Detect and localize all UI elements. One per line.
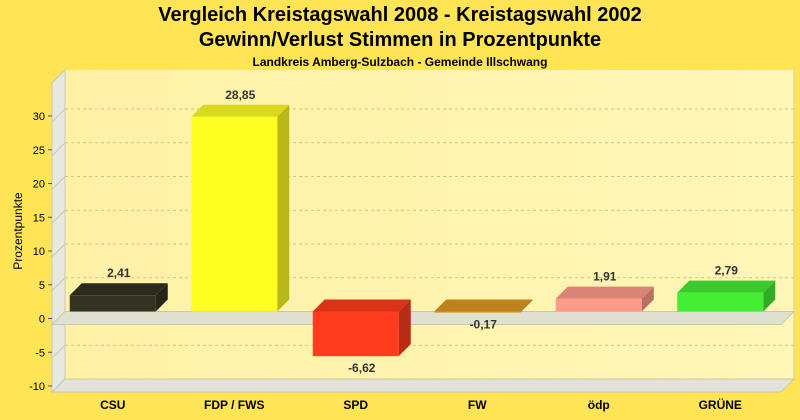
x-tick-label: GRÜNE [699,397,742,412]
bar-csu [69,283,168,312]
gridline-side [51,344,66,359]
gridline-side [51,142,66,157]
bar-front [69,295,156,312]
bar-grüne [677,280,776,312]
bar-top [555,286,654,299]
bar-spd [312,299,411,357]
data-label: 2,79 [715,264,739,278]
y-tick-label: 5 [39,280,45,292]
bar-side [277,104,290,312]
bar-front [312,311,399,357]
x-tick-label: SPD [343,398,368,412]
bar-top [434,299,533,312]
bar-front [677,292,764,312]
y-tick-label: 20 [33,179,45,191]
bar-top [312,299,411,312]
y-tick-label: 30 [33,111,45,123]
chart-subtitle: Gewinn/Verlust Stimmen in Prozentpunkte [198,29,602,51]
bar-side [520,299,533,313]
x-tick-label: ödp [588,398,610,412]
y-tick-label: 25 [33,145,45,157]
bar-side [155,283,168,312]
chart-title: Vergleich Kreistagswahl 2008 - Kreistags… [158,4,642,26]
bar-side [763,280,776,312]
y-tick-label: -5 [35,347,45,359]
data-label: -6,62 [348,361,376,375]
gridline-side [51,209,66,224]
zero-plane [50,311,796,325]
y-tick-label: 15 [33,212,45,224]
x-tick-label: FW [468,398,487,412]
bar-front [434,311,521,313]
bar-top [677,280,776,293]
gridline-side [51,108,66,123]
bar-front [191,116,278,312]
y-tick-label: 0 [39,314,45,326]
bar-front [555,298,642,312]
chart-region: Landkreis Amberg-Sulzbach - Gemeinde Ill… [252,55,548,69]
gridline-side [51,277,66,292]
plot-wall [65,70,794,379]
bar-fdp-fws [191,104,290,312]
data-label: -0,17 [470,318,498,332]
bar-side [398,299,411,357]
bar-side [641,286,654,312]
plot-side-wall [51,68,66,394]
data-label: 2,41 [107,266,131,280]
plot-floor [50,378,796,393]
bar-ödp [555,286,654,312]
bar-fw [434,299,533,313]
data-label: 1,91 [593,270,617,284]
gridline-side [51,243,66,258]
y-axis-label: Prozentpunkte [11,192,25,270]
x-tick-label: CSU [100,398,125,412]
bar-top [191,104,290,117]
data-label: 28,85 [225,88,255,102]
y-tick-label: 10 [33,246,45,258]
y-tick-label: -10 [29,381,45,393]
gridline-side [51,176,66,190]
x-tick-label: FDP / FWS [204,398,264,412]
bar-top [69,283,168,296]
gridline-side [51,378,66,393]
